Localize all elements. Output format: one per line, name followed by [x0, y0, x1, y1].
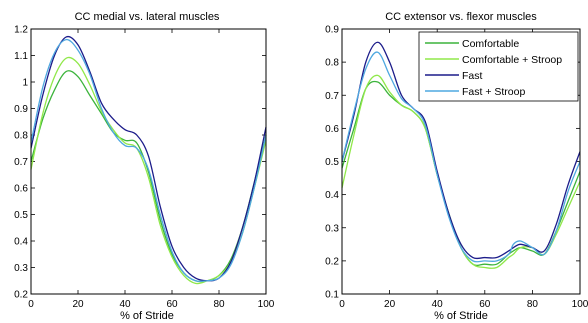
chart-left-ytick-label: 0.2: [14, 290, 28, 301]
chart-right: CC extensor vs. flexor muscles % of Stri…: [325, 11, 588, 322]
legend-label: Comfortable: [462, 38, 519, 50]
chart-left-xtick-label: 0: [28, 299, 34, 310]
chart-right-ytick-label: 0.3: [325, 223, 339, 234]
chart-right-series-line-1: [341, 74, 581, 270]
chart-left-xtick-label: 60: [166, 299, 178, 310]
chart-right-ytick-label: 0.6: [325, 124, 339, 135]
chart-right-ytick-label: 0.7: [325, 91, 339, 102]
chart-right-frame: [341, 28, 581, 295]
chart-right-ytick-label: 0.2: [325, 256, 339, 267]
chart-left-ytick-label: 0.8: [14, 131, 28, 142]
chart-right-title: CC extensor vs. flexor muscles: [385, 11, 537, 23]
chart-right-xtick-label: 40: [432, 299, 444, 310]
chart-right-ytick-label: 0.5: [325, 157, 339, 168]
chart-right-xtick-label: 80: [527, 299, 539, 310]
chart-left-ticks: 0 20 40 60 80 100 0.2 0.3 0.4 0.5 0.6 0.7 0.8 0.9 1 1.1…: [14, 25, 275, 311]
chart-left-ytick-label: 0.5: [14, 210, 28, 221]
chart-left-xlabel: % of Stride: [120, 310, 174, 322]
chart-left-ytick-label: 1.2: [14, 25, 28, 36]
chart-left-series-line-2: [30, 35, 267, 282]
chart-left-frame: [30, 28, 267, 295]
chart-right-series-line-2: [341, 41, 581, 260]
chart-right-xtick-label: 20: [384, 299, 396, 310]
chart-right-xtick-label: 100: [572, 299, 588, 310]
chart-left-ytick-label: 0.9: [14, 104, 28, 115]
chart-right-ytick-label: 0.9: [325, 25, 339, 36]
chart-right-ytick-label: 0.4: [325, 190, 339, 201]
legend-label: Fast: [462, 70, 483, 82]
legend-label: Comfortable + Stroop: [462, 54, 562, 66]
chart-left-ytick-label: 0.7: [14, 157, 28, 168]
chart-left-title: CC medial vs. lateral muscles: [75, 11, 220, 23]
chart-right-xtick-label: 0: [339, 299, 345, 310]
chart-left-xtick-label: 100: [258, 299, 275, 310]
chart-right-ytick-label: 0.1: [325, 290, 339, 301]
chart-right-series-line-3: [341, 51, 581, 263]
legend-label: Fast + Stroop: [462, 86, 525, 98]
chart-left-xtick-label: 20: [72, 299, 84, 310]
chart-left: CC medial vs. lateral muscles % of Strid…: [14, 11, 275, 322]
chart-right-ticks: 0 20 40 60 80 100 0.1 0.2 0.3 0.4 0.5 0.6 0.7 0.8 0.9: [325, 25, 588, 311]
chart-left-ytick-label: 0.6: [14, 184, 28, 195]
chart-left-series-line-0: [30, 70, 267, 283]
chart-right-xtick-label: 60: [479, 299, 491, 310]
chart-right-series-line-0: [341, 80, 581, 267]
chart-right-xlabel: % of Stride: [434, 310, 488, 322]
chart-left-xtick-label: 40: [119, 299, 131, 310]
chart-left-ytick-label: 1: [22, 78, 28, 89]
chart-right-ytick-label: 0.8: [325, 58, 339, 69]
chart-left-ytick-label: 1.1: [14, 51, 28, 62]
chart-left-ytick-label: 0.3: [14, 263, 28, 274]
chart-right-series: [341, 41, 581, 270]
chart-left-series: [30, 35, 267, 285]
chart-left-xtick-label: 80: [213, 299, 225, 310]
chart-right-legend: Comfortable Comfortable + Stroop Fast Fast …: [418, 31, 579, 102]
chart-left-ytick-label: 0.4: [14, 237, 28, 248]
chart-left-series-line-3: [30, 38, 267, 283]
